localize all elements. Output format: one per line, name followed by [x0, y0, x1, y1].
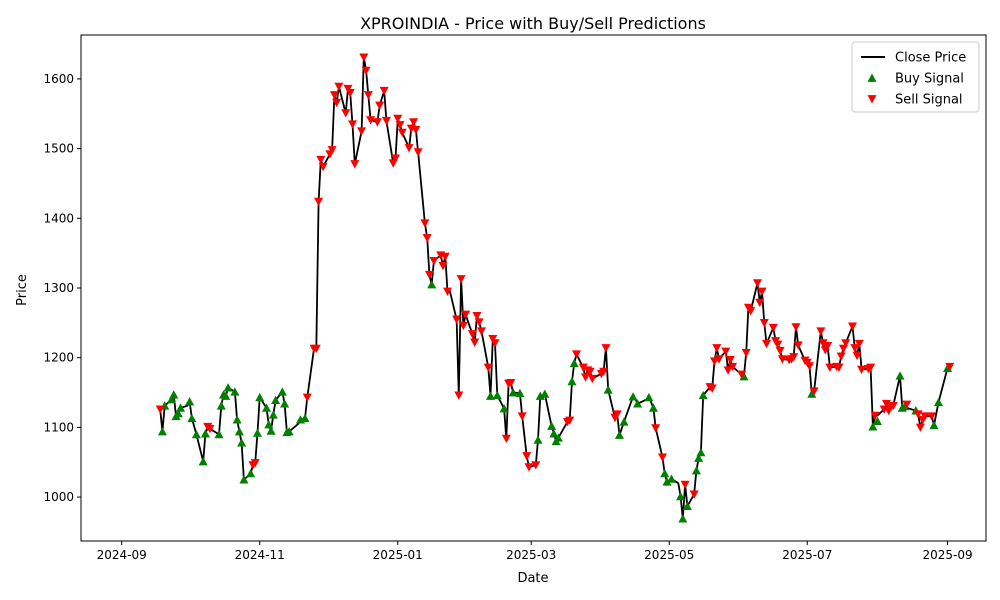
legend: Close Price Buy Signal Sell Signal [852, 42, 979, 112]
y-tick-label: 1100 [43, 420, 74, 434]
x-tick-label: 2025-03 [506, 548, 556, 562]
x-tick-label: 2025-01 [373, 548, 423, 562]
x-tick-label: 2025-05 [644, 548, 694, 562]
y-tick-label: 1400 [43, 211, 74, 225]
y-tick-label: 1000 [43, 490, 74, 504]
legend-label: Close Price [895, 51, 966, 66]
legend-label: Buy Signal [895, 72, 964, 87]
x-tick-label: 2025-07 [782, 548, 832, 562]
x-tick-label: 2024-11 [235, 548, 285, 562]
y-tick-label: 1500 [43, 142, 74, 156]
x-tick-label: 2024-09 [97, 548, 147, 562]
y-tick-label: 1600 [43, 72, 74, 86]
legend-label: Sell Signal [895, 93, 963, 108]
y-tick-label: 1300 [43, 281, 74, 295]
chart-title: XPROINDIA - Price with Buy/Sell Predicti… [360, 14, 706, 33]
y-tick-label: 1200 [43, 351, 74, 365]
x-axis-label: Date [517, 571, 548, 586]
y-axis-label: Price [15, 274, 30, 306]
x-tick-label: 2025-09 [922, 548, 972, 562]
